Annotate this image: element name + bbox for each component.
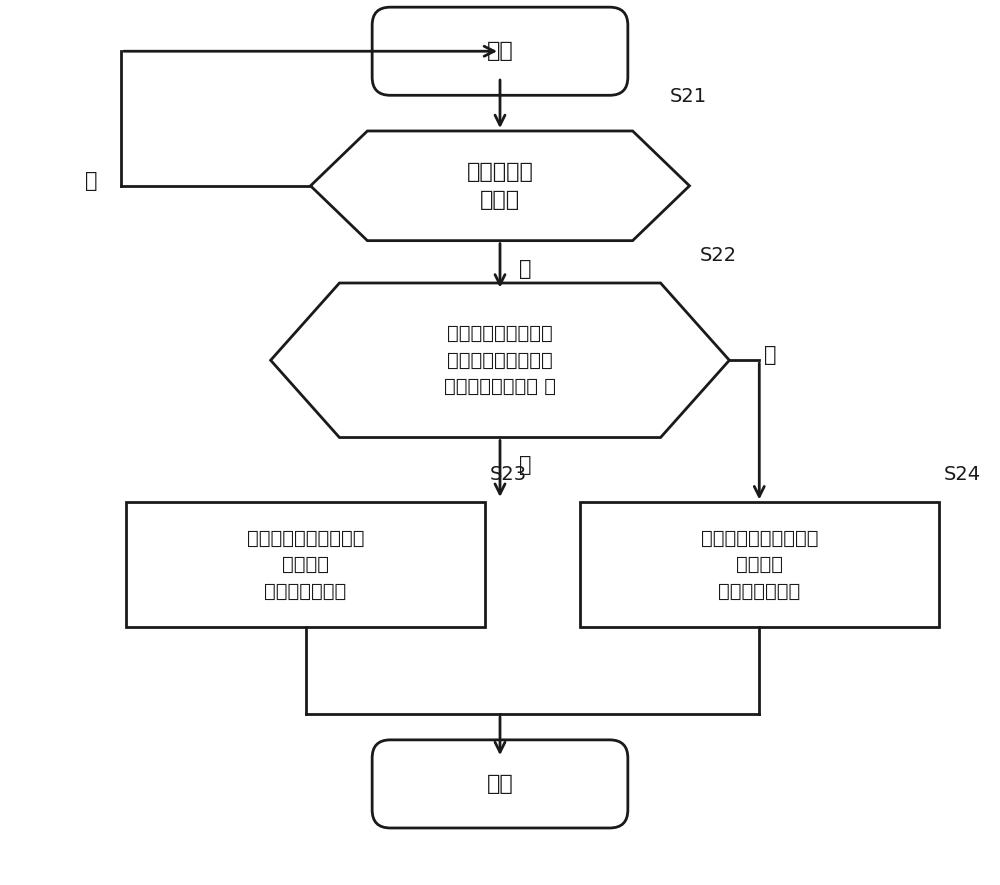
Text: 向停止时压缩行程汽缸
喷射燃料
（一压缩起动）: 向停止时压缩行程汽缸 喷射燃料 （一压缩起动） [247,528,364,601]
Text: S24: S24 [944,465,981,484]
Bar [580,503,939,627]
Text: 再起动条件
成立？: 再起动条件 成立？ [467,162,533,210]
Text: 开始: 开始 [487,42,513,61]
Polygon shape [271,283,729,437]
Text: 向停止时进气行程汽缸
喷射燃料
（二压缩起动）: 向停止时进气行程汽缸 喷射燃料 （二压缩起动） [701,528,818,601]
Text: S21: S21 [670,87,707,105]
Bar [126,503,485,627]
Text: 是: 是 [519,258,531,279]
Text: S22: S22 [699,246,737,265]
Text: 否: 否 [85,171,97,191]
Text: 停止时压缩行程汽缸
的活塞停止位置在基
准停止位置范围内 ？: 停止时压缩行程汽缸 的活塞停止位置在基 准停止位置范围内 ？ [444,324,556,396]
Text: 结束: 结束 [487,773,513,794]
Text: 否: 否 [764,345,777,366]
Text: S23: S23 [490,465,527,484]
FancyBboxPatch shape [372,740,628,828]
Polygon shape [311,131,689,241]
FancyBboxPatch shape [372,7,628,96]
Text: 是: 是 [519,456,531,475]
